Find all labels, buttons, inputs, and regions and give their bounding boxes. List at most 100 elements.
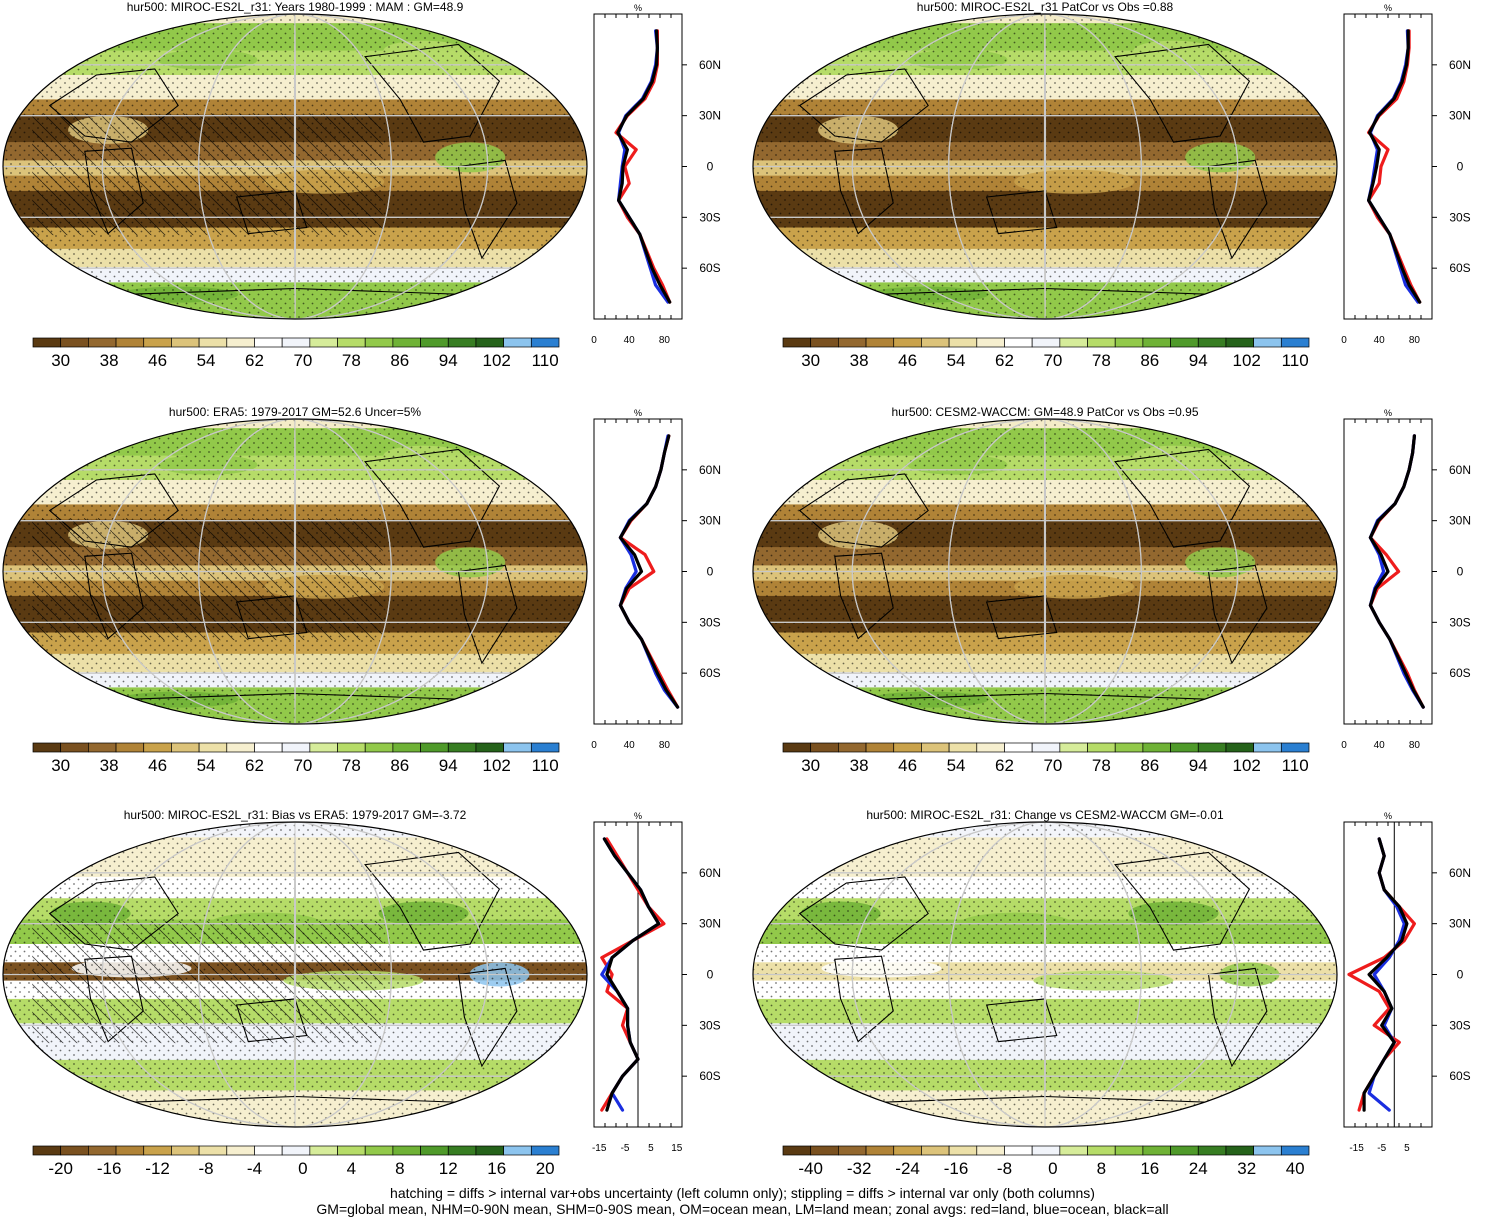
zonal-lat-label: 60S: [699, 666, 720, 680]
colorbar-swatch: [115, 1145, 145, 1156]
colorbar-label: -20: [48, 1159, 73, 1178]
coastline: [1207, 967, 1268, 1068]
zonal-lat-label: 60N: [1449, 58, 1471, 72]
hatching-overlay: [32, 113, 383, 236]
graticule-meridian: [101, 822, 489, 1127]
colorbar-swatch: [420, 742, 449, 753]
colorbar-label: 30: [801, 351, 820, 370]
colorbar-label: 94: [439, 756, 458, 775]
map-outline: [752, 821, 1338, 1128]
colorbar-swatch: [1225, 337, 1254, 348]
zonal-unit-label: %: [1384, 811, 1392, 821]
colorbar-label: -12: [145, 1159, 170, 1178]
coastline: [84, 147, 144, 235]
colorbar-label: 24: [1189, 1159, 1208, 1178]
colorbar-swatch: [392, 1145, 421, 1156]
colorbar-swatch: [1087, 337, 1116, 348]
colorbar-swatch: [88, 742, 117, 753]
zonal-lat-label: 60S: [1449, 1069, 1470, 1083]
colorbar-swatch: [281, 1145, 311, 1156]
colorbar-label: 70: [293, 351, 312, 370]
colorbar-swatch: [1059, 337, 1088, 348]
colorbar-label: -8: [198, 1159, 213, 1178]
coastline: [235, 190, 308, 235]
coastline: [798, 473, 929, 548]
colorbar-label: 46: [148, 351, 167, 370]
colorbar-swatch: [782, 742, 812, 753]
coastline: [798, 68, 929, 143]
colorbar-label: 8: [395, 1159, 404, 1178]
graticule-meridian: [851, 419, 1239, 724]
panel-title: hur500: MIROC-ES2L_r31: Years 1980-1999 …: [127, 0, 464, 14]
zonal-lat-label: 0: [1457, 565, 1464, 579]
colorbar-swatch: [1114, 742, 1144, 753]
coastline: [1207, 564, 1268, 665]
colorbar-label: 70: [1043, 351, 1062, 370]
colorbar-label: -4: [247, 1159, 262, 1178]
colorbar-label: 78: [1092, 756, 1111, 775]
colorbar-swatch: [782, 337, 812, 348]
colorbar-swatch: [838, 1145, 867, 1156]
zonal-unit-label: %: [1384, 3, 1392, 13]
colorbar-swatch: [475, 742, 504, 753]
zonal-frame: [1343, 13, 1433, 320]
panel-1: hur500: MIROC-ES2L_r31: Years 1980-1999 …: [2, 0, 721, 370]
colorbar-label: -16: [97, 1159, 122, 1178]
footer-note-hatching: hatching = diffs > internal var+obs unce…: [390, 1185, 1095, 1201]
colorbar-swatch: [948, 337, 978, 348]
coastline: [834, 955, 894, 1043]
colorbar-label: 4: [347, 1159, 356, 1178]
colorbar-swatch: [364, 742, 394, 753]
colorbar-swatch: [226, 742, 255, 753]
coastline: [1114, 448, 1251, 548]
zonal-unit-label: %: [1384, 408, 1392, 418]
zonal-lat-label: 60S: [699, 261, 720, 275]
colorbar-label: 102: [1233, 756, 1261, 775]
colorbar-swatch: [60, 742, 89, 753]
colorbar-label: 30: [51, 756, 70, 775]
colorbar-swatch: [32, 1145, 62, 1156]
zonal-x-label: 80: [1409, 335, 1421, 346]
colorbar-label: 54: [947, 351, 966, 370]
panel-3: hur500: ERA5: 1979-2017 GM=52.6 Uncer=5%…: [2, 405, 721, 775]
colorbar-swatch: [1142, 337, 1171, 348]
colorbar-swatch: [392, 337, 421, 348]
zonal-x-label: -5: [1377, 1143, 1386, 1154]
colorbar-label: 70: [293, 756, 312, 775]
zonal-x-label: 80: [659, 740, 671, 751]
colorbar-label: 62: [995, 756, 1014, 775]
hatching-overlay: [32, 921, 383, 1044]
colorbar-swatch: [1280, 1145, 1310, 1156]
colorbar-swatch: [1031, 337, 1061, 348]
colorbar-swatch: [893, 337, 922, 348]
colorbar-swatch: [88, 337, 117, 348]
colorbar-swatch: [1253, 1145, 1282, 1156]
colorbar-label: 46: [898, 351, 917, 370]
coastline: [364, 851, 501, 951]
colorbar-swatch: [226, 1145, 255, 1156]
colorbar-label: 94: [1189, 351, 1208, 370]
zonal-lat-label: 30N: [699, 514, 721, 528]
colorbar-swatch: [1059, 1145, 1088, 1156]
graticule-meridian: [293, 14, 297, 319]
map-outline: [752, 418, 1338, 725]
colorbar-label: 110: [532, 756, 559, 775]
zonal-line-all: [1368, 434, 1425, 709]
colorbar-swatch: [782, 1145, 812, 1156]
colorbar-label: 46: [898, 756, 917, 775]
colorbar-label: 16: [487, 1159, 506, 1178]
colorbar-swatch: [475, 337, 504, 348]
coastline: [84, 955, 144, 1043]
graticule-meridian: [293, 419, 297, 724]
panel-title: hur500: MIROC-ES2L_r31: Change vs CESM2-…: [866, 808, 1224, 822]
zonal-lat-label: 60N: [699, 866, 721, 880]
colorbar-label: 32: [1237, 1159, 1256, 1178]
colorbar-swatch: [865, 337, 895, 348]
colorbar-swatch: [921, 1145, 950, 1156]
graticule-meridian: [1043, 14, 1047, 319]
colorbar-label: 54: [197, 756, 216, 775]
panel-title: hur500: ERA5: 1979-2017 GM=52.6 Uncer=5%: [169, 405, 421, 419]
colorbar-swatch: [309, 337, 338, 348]
panel-5: hur500: MIROC-ES2L_r31: Bias vs ERA5: 19…: [2, 808, 721, 1178]
